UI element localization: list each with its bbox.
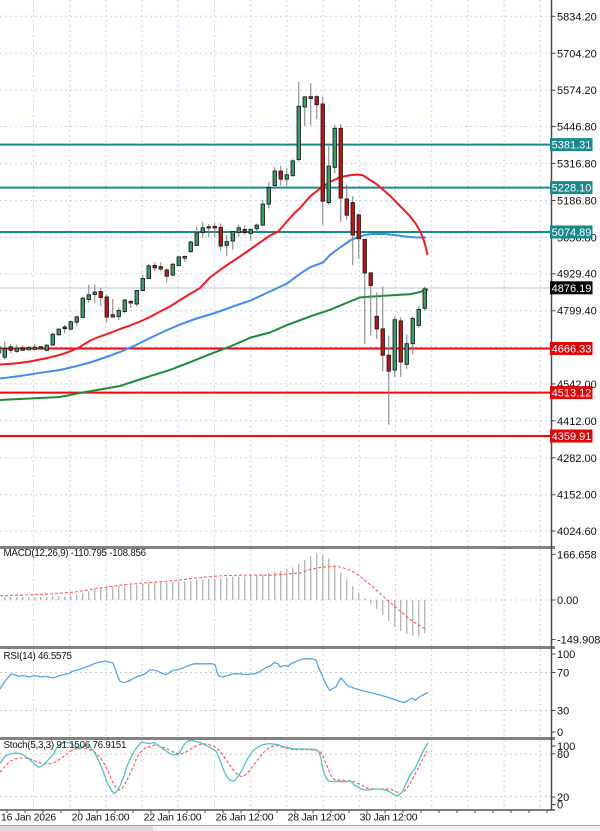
svg-text:20 Jan 16:00: 20 Jan 16:00: [72, 813, 130, 824]
svg-text:4929.40: 4929.40: [557, 269, 597, 281]
svg-text:5074.89: 5074.89: [552, 227, 592, 239]
svg-text:4799.40: 4799.40: [557, 306, 597, 318]
svg-text:4282.00: 4282.00: [557, 453, 597, 465]
svg-text:5574.20: 5574.20: [557, 85, 597, 97]
svg-text:5381.31: 5381.31: [552, 140, 592, 152]
svg-text:MACD(12,26,9) -110.795 -108.85: MACD(12,26,9) -110.795 -108.856: [4, 548, 147, 559]
svg-text:70: 70: [557, 668, 569, 680]
svg-text:22 Jan 16:00: 22 Jan 16:00: [144, 813, 202, 824]
svg-text:4666.33: 4666.33: [552, 344, 592, 356]
svg-text:4024.60: 4024.60: [557, 526, 597, 538]
svg-text:4359.91: 4359.91: [552, 431, 592, 443]
svg-text:4876.19: 4876.19: [552, 283, 592, 295]
svg-text:5834.20: 5834.20: [557, 11, 597, 23]
svg-text:5704.20: 5704.20: [557, 48, 597, 60]
svg-text:0: 0: [557, 800, 563, 812]
svg-text:80: 80: [557, 749, 569, 761]
svg-text:100: 100: [557, 649, 575, 661]
svg-text:5446.80: 5446.80: [557, 122, 597, 134]
svg-text:Stoch(5,3,3) 91.1506 76.9151: Stoch(5,3,3) 91.1506 76.9151: [4, 740, 127, 751]
svg-text:5228.10: 5228.10: [552, 183, 592, 195]
svg-text:5316.80: 5316.80: [557, 158, 597, 170]
svg-text:28 Jan 12:00: 28 Jan 12:00: [288, 813, 346, 824]
svg-text:-149.908: -149.908: [557, 635, 600, 647]
svg-text:100: 100: [557, 741, 575, 753]
svg-text:5186.80: 5186.80: [557, 196, 597, 208]
svg-text:0.00: 0.00: [557, 595, 578, 607]
svg-text:RSI(14) 46.5575: RSI(14) 46.5575: [4, 651, 73, 662]
svg-text:16 Jan 2026: 16 Jan 2026: [1, 813, 56, 824]
svg-text:166.658: 166.658: [557, 549, 597, 561]
svg-text:26 Jan 12:00: 26 Jan 12:00: [216, 813, 274, 824]
svg-text:30 Jan 12:00: 30 Jan 12:00: [360, 813, 418, 824]
svg-text:4513.12: 4513.12: [552, 388, 592, 400]
svg-text:4152.00: 4152.00: [557, 490, 597, 502]
svg-text:4412.00: 4412.00: [557, 416, 597, 428]
svg-text:0: 0: [557, 727, 563, 739]
svg-text:20: 20: [557, 792, 569, 804]
svg-text:30: 30: [557, 706, 569, 718]
